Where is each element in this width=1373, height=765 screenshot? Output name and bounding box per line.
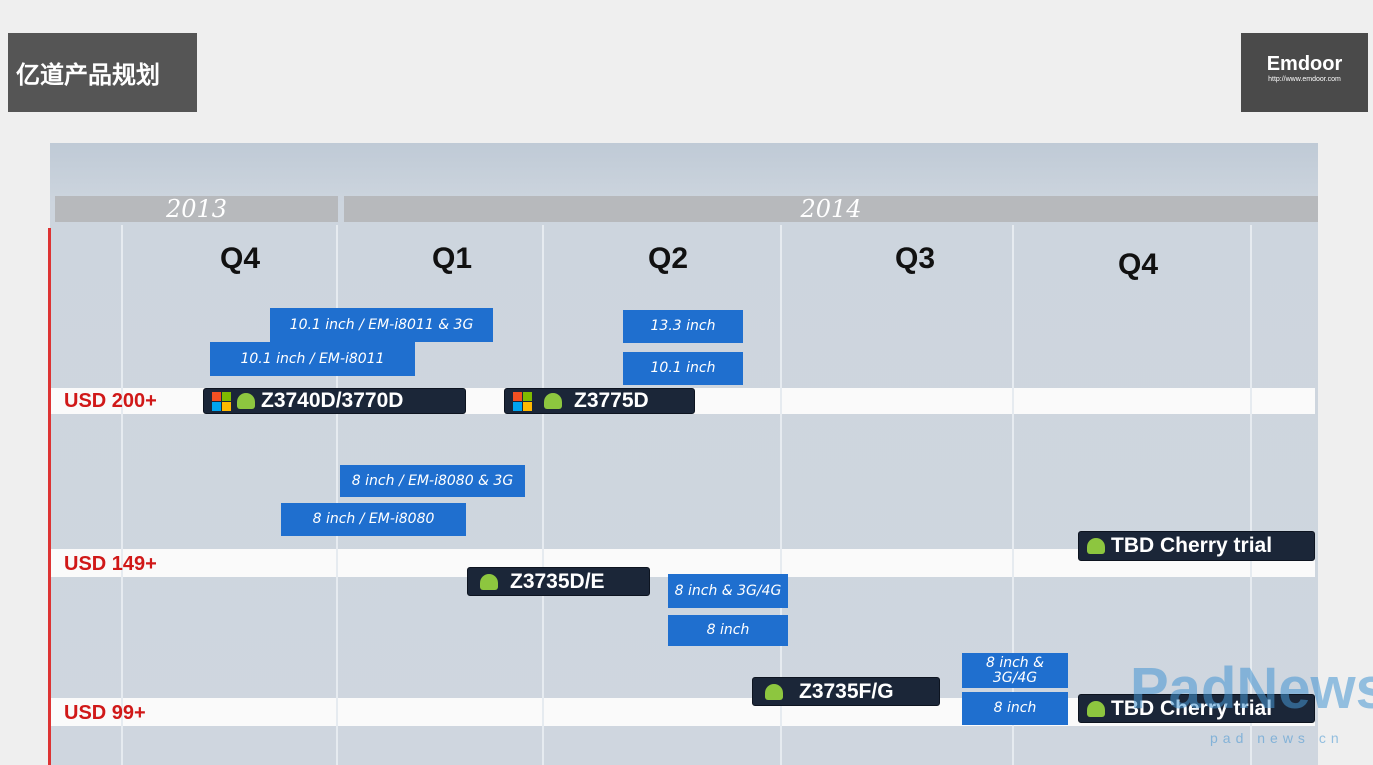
divider xyxy=(121,225,123,765)
divider xyxy=(336,225,338,765)
product: 10.1 inch / EM-i8011 & 3G xyxy=(270,308,493,342)
product: 8 inch / EM-i8080 & 3G xyxy=(340,465,525,497)
chip-name: Z3735D/E xyxy=(510,569,605,593)
tier-label: USD 200+ xyxy=(64,390,157,412)
chip: Z3735F/G xyxy=(752,677,940,706)
quarter: Q3 xyxy=(894,242,936,275)
chip-name: TBD Cherry trial xyxy=(1111,534,1273,557)
year: 2014 xyxy=(344,196,1318,222)
chip: Z3775D xyxy=(504,388,695,414)
roadmap-area xyxy=(50,143,1318,765)
product: 8 inch / EM-i8080 xyxy=(281,503,466,536)
android-icon xyxy=(544,393,562,409)
logo: Emdoor http://www.emdoor.com xyxy=(1241,33,1368,112)
product: 13.3 inch xyxy=(623,310,743,343)
product: 10.1 inch / EM-i8011 xyxy=(210,342,415,376)
divider xyxy=(542,225,544,765)
watermark: PadNews xyxy=(1130,656,1373,721)
windows-icon xyxy=(513,391,532,411)
android-icon xyxy=(480,573,498,590)
logo-name: Emdoor xyxy=(1266,53,1343,75)
chip-name: Z3735F/G xyxy=(799,679,894,703)
chip: TBD Cherry trial xyxy=(1078,531,1315,561)
android-icon xyxy=(237,393,255,409)
quarter: Q4 xyxy=(1117,248,1159,281)
quarter: Q4 xyxy=(219,242,261,275)
product: 8 inch xyxy=(962,692,1068,725)
chip: Z3735D/E xyxy=(467,567,650,596)
year: 2013 xyxy=(55,196,338,222)
android-icon xyxy=(1087,538,1105,554)
title: 亿道产品规划 xyxy=(8,33,197,112)
product: 8 inch & 3G/4G xyxy=(668,574,788,608)
chip-name: Z3740D/3770D xyxy=(261,389,404,412)
product: 8 inch & 3G/4G xyxy=(962,653,1068,688)
chip: Z3740D/3770D xyxy=(203,388,466,414)
axis-line xyxy=(48,228,51,765)
logo-url: http://www.emdoor.com xyxy=(1268,76,1341,83)
quarter: Q1 xyxy=(431,242,473,275)
watermark-site: pad news cn xyxy=(1210,730,1344,746)
product: 8 inch xyxy=(668,615,788,646)
product: 10.1 inch xyxy=(623,352,743,385)
divider xyxy=(1012,225,1014,765)
chip-name: TBD Cherry trial xyxy=(1111,696,1273,720)
tier-label: USD 149+ xyxy=(64,553,157,575)
divider xyxy=(780,225,782,765)
android-icon xyxy=(765,683,783,700)
android-icon xyxy=(1087,700,1105,717)
chip: TBD Cherry trial xyxy=(1078,694,1315,723)
quarter: Q2 xyxy=(647,242,689,275)
windows-icon xyxy=(212,391,231,411)
chip-name: Z3775D xyxy=(574,389,649,412)
tier-label: USD 99+ xyxy=(64,702,146,724)
divider xyxy=(1250,225,1252,765)
